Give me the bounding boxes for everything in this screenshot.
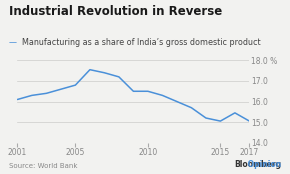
Text: Industrial Revolution in Reverse: Industrial Revolution in Reverse: [9, 5, 222, 18]
Text: —: —: [9, 38, 17, 47]
Text: Source: World Bank: Source: World Bank: [9, 163, 77, 169]
Text: Manufacturing as a share of India’s gross domestic product: Manufacturing as a share of India’s gros…: [22, 38, 260, 47]
Text: Bloomberg: Bloomberg: [234, 160, 281, 169]
Text: Opinion: Opinion: [224, 160, 281, 169]
